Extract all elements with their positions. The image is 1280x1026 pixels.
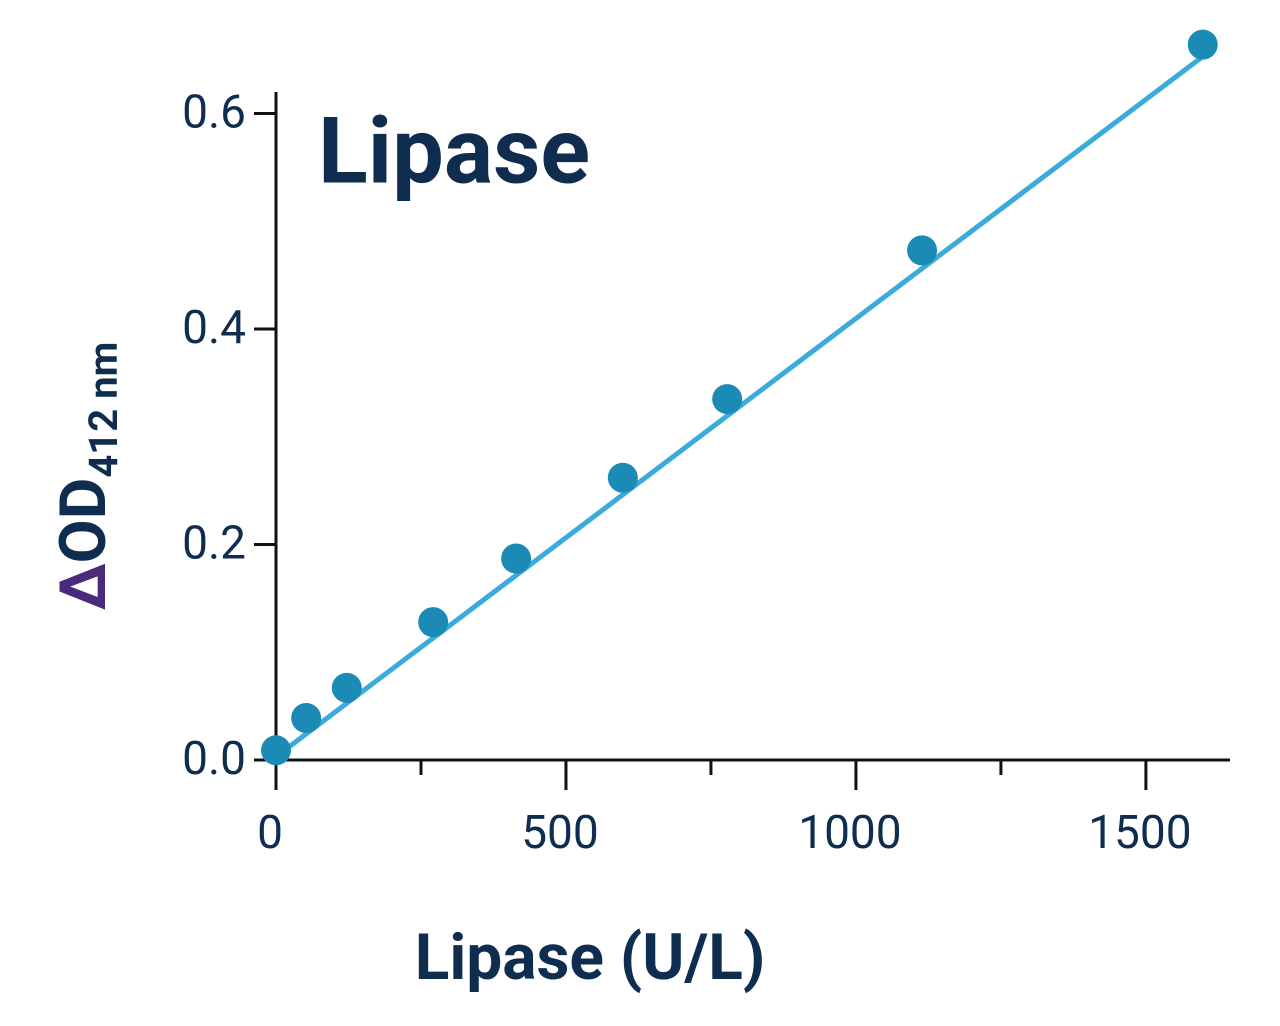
point: [1187, 29, 1218, 60]
x-tick-label: 500: [521, 806, 599, 860]
point: [291, 702, 322, 733]
point: [261, 735, 291, 766]
y-axis-label: ΔOD412 nm: [46, 342, 127, 610]
point: [331, 672, 362, 703]
x-axis-label: Lipase (U/L): [415, 920, 766, 995]
point: [607, 462, 638, 493]
point: [501, 543, 532, 574]
y-axis-label-text: OD: [46, 478, 121, 564]
point: [907, 235, 938, 266]
point: [712, 384, 743, 415]
x-tick-label: 0: [257, 806, 283, 860]
x-tick-label: 1000: [798, 806, 901, 860]
y-tick-label: 0.2: [182, 517, 246, 571]
y-tick-label: 0.4: [182, 301, 246, 355]
chart-title: Lipase: [318, 98, 590, 205]
point: [418, 607, 449, 638]
y-axis-label-symbol: Δ: [46, 563, 121, 610]
y-tick-label: 0.6: [182, 86, 246, 140]
y-axis-label-subscript: 412 nm: [80, 342, 127, 478]
y-tick-label: 0.0: [182, 732, 246, 786]
x-tick-label: 1500: [1088, 806, 1191, 860]
